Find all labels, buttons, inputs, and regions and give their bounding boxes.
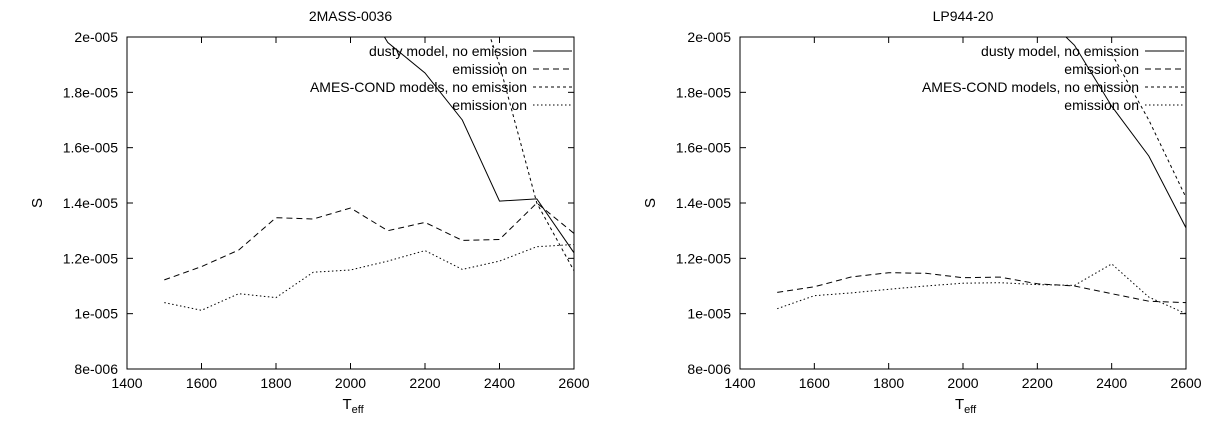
x-tick-label: 2000 bbox=[947, 375, 978, 391]
y-tick-label: 1.8e-005 bbox=[676, 84, 731, 100]
y-tick-label: 1.6e-005 bbox=[676, 140, 731, 156]
chart-panel-1: 2MASS-0036 1400 1600 1800 2000 2200 2400 2600 8e… bbox=[29, 8, 590, 416]
legend-label: AMES-COND models, no emission bbox=[922, 79, 1139, 95]
y-tick-label: 1.4e-005 bbox=[63, 195, 118, 211]
y-axis-label: S bbox=[29, 198, 46, 208]
y-tick-label: 1.6e-005 bbox=[63, 140, 118, 156]
chart-title: 2MASS-0036 bbox=[309, 8, 392, 24]
y-tick-label: 1.4e-005 bbox=[676, 195, 731, 211]
y-tick-label: 8e-006 bbox=[74, 361, 118, 377]
x-tick-label: 1800 bbox=[260, 375, 291, 391]
y-tick-label: 1e-005 bbox=[74, 306, 118, 322]
x-tick-label: 1600 bbox=[799, 375, 830, 391]
legend-label: AMES-COND models, no emission bbox=[310, 79, 527, 95]
series-line-2 bbox=[164, 202, 574, 281]
y-axis-label: S bbox=[642, 198, 659, 208]
series-line-1 bbox=[1065, 37, 1186, 229]
legend-label: emission on bbox=[452, 97, 527, 113]
x-tick-label: 1400 bbox=[111, 375, 142, 391]
chart-panel-2: LP944-20 1400 1600 1800 2000 2200 2400 2600 8e-0… bbox=[642, 8, 1202, 416]
legend-label: dusty model, no emission bbox=[981, 43, 1139, 59]
x-tick-label: 2000 bbox=[335, 375, 366, 391]
y-tick-label: 1.2e-005 bbox=[676, 250, 731, 266]
x-tick-label: 2200 bbox=[1022, 375, 1053, 391]
y-tick-label: 1e-005 bbox=[687, 306, 731, 322]
series-line-3 bbox=[489, 37, 574, 272]
x-tick-label: 2600 bbox=[558, 375, 589, 391]
y-tick-label: 1.8e-005 bbox=[63, 84, 118, 100]
x-tick-label: 1400 bbox=[724, 375, 755, 391]
y-tick-label: 2e-005 bbox=[687, 29, 731, 45]
legend-label: emission on bbox=[452, 61, 527, 77]
series-line-4 bbox=[777, 263, 1186, 315]
x-tick-label: 2400 bbox=[484, 375, 515, 391]
x-tick-label: 2600 bbox=[1170, 375, 1201, 391]
y-tick-label: 2e-005 bbox=[74, 29, 118, 45]
x-axis-label: Teff bbox=[955, 396, 977, 416]
series-line-3 bbox=[1111, 53, 1186, 198]
x-tick-label: 2400 bbox=[1096, 375, 1127, 391]
x-axis-label: Teff bbox=[343, 396, 365, 416]
legend-label: emission on bbox=[1064, 97, 1139, 113]
x-tick-label: 1800 bbox=[873, 375, 904, 391]
x-tick-label: 2200 bbox=[409, 375, 440, 391]
series-line-1 bbox=[383, 37, 574, 254]
y-tick-label: 1.2e-005 bbox=[63, 250, 118, 266]
series-line-4 bbox=[164, 244, 574, 311]
series-line-2 bbox=[777, 272, 1186, 304]
x-tick-label: 1600 bbox=[186, 375, 217, 391]
chart-title: LP944-20 bbox=[933, 8, 994, 24]
legend-label: emission on bbox=[1064, 61, 1139, 77]
y-tick-label: 8e-006 bbox=[687, 361, 731, 377]
legend-label: dusty model, no emission bbox=[369, 43, 527, 59]
